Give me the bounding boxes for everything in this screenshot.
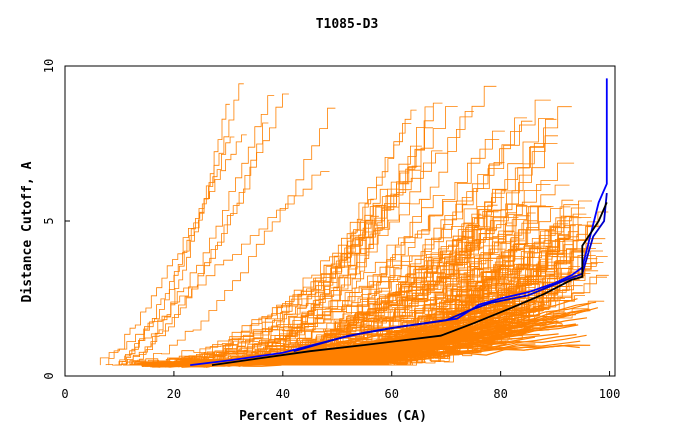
highlighted-model-curve-2: [293, 193, 608, 353]
y-tick-label: 5: [42, 217, 56, 224]
x-axis-label: Percent of Residues (CA): [239, 409, 427, 424]
background-model-curve: [123, 145, 422, 366]
highlighted-model-curves: [190, 78, 608, 366]
highlighted-model-curve-3: [211, 202, 608, 366]
x-tick-label: 80: [493, 387, 507, 401]
background-model-curve: [119, 93, 289, 366]
x-axis-ticks: 0 20 40 60 80 100: [61, 371, 620, 401]
x-tick-label: 0: [61, 387, 68, 401]
background-model-curve: [115, 122, 269, 366]
background-model-curve: [180, 130, 505, 366]
background-model-curve: [108, 134, 247, 366]
background-model-curve: [129, 107, 336, 366]
background-model-curve: [138, 265, 515, 366]
background-model-curve: [127, 103, 230, 366]
x-tick-label: 40: [276, 387, 290, 401]
background-model-curve: [121, 136, 235, 366]
background-model-curve: [202, 331, 527, 368]
background-model-curve: [159, 150, 443, 366]
y-axis-ticks: 0 5 10: [42, 59, 70, 380]
x-tick-label: 100: [599, 387, 621, 401]
chart-title: T1085-D3: [316, 17, 379, 32]
background-model-curve: [114, 83, 244, 366]
background-model-curves: [99, 83, 609, 368]
y-axis-label: Distance Cutoff, A: [20, 161, 35, 302]
background-model-curve: [105, 95, 275, 366]
background-model-curve: [266, 109, 417, 366]
background-model-curve: [179, 85, 497, 366]
x-tick-label: 20: [167, 387, 181, 401]
y-tick-label: 10: [42, 59, 56, 73]
background-model-curve: [137, 181, 407, 366]
x-tick-label: 60: [385, 387, 399, 401]
y-tick-label: 0: [42, 372, 56, 379]
